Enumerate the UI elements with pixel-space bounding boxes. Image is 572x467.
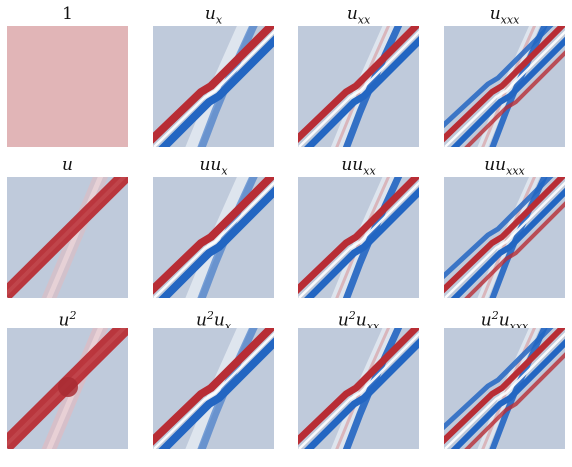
- term-panel-p20: u2: [7, 306, 128, 451]
- term-title: uuxxx: [484, 155, 525, 178]
- fast-wave-positive: [444, 328, 565, 445]
- field-image: [153, 328, 274, 449]
- fast-wave-positive: [298, 177, 419, 295]
- term-field-plot: [153, 177, 274, 298]
- fast-wave-positive: [153, 177, 274, 295]
- fast-wave-zero-line: [298, 181, 419, 298]
- fast-wave-negative: [304, 36, 419, 147]
- field-image: [298, 328, 419, 449]
- fast-wave-zero-line: [444, 30, 565, 147]
- term-panel-p22: u2uxx: [298, 306, 419, 451]
- term-field-plot: [153, 26, 274, 147]
- fast-wave-positive: [298, 26, 419, 144]
- fast-wave-positive: [298, 328, 419, 446]
- field-image: [153, 177, 274, 298]
- term-field-plot: [298, 328, 419, 449]
- fast-wave-zero-line: [153, 181, 274, 298]
- fast-wave-negative: [158, 186, 274, 298]
- field-image: [444, 26, 565, 147]
- fast-wave-negative: [304, 187, 419, 298]
- fast-wave-negative: [158, 337, 274, 449]
- term-title: u: [62, 155, 73, 175]
- term-title: u2ux: [195, 309, 232, 334]
- term-field-plot: [7, 26, 128, 147]
- fast-wave-positive: [444, 177, 565, 294]
- term-panel-p02: uxx: [298, 4, 419, 149]
- fast-wave-lobe-upper: [444, 26, 554, 129]
- term-field-plot: [298, 26, 419, 147]
- fast-wave-lobe-lower: [464, 50, 565, 147]
- term-panel-p12: uuxx: [298, 155, 419, 300]
- fast-wave-zero-line: [153, 332, 274, 449]
- interaction-blob: [58, 377, 78, 397]
- fast-wave-positive: [153, 328, 274, 446]
- fast-wave-zero-line: [444, 181, 565, 298]
- term-title: uxxx: [489, 4, 520, 27]
- field-image: [7, 328, 128, 449]
- fast-wave-lobe-upper: [444, 177, 554, 280]
- fast-wave-core: [7, 177, 127, 296]
- term-field-plot: [444, 328, 565, 449]
- fast-wave-zero-line: [298, 332, 419, 449]
- term-field-plot: [444, 26, 565, 147]
- field-image: [444, 177, 565, 298]
- fast-wave-zero-line: [444, 332, 565, 449]
- term-panel-p13: uuxxx: [444, 155, 565, 300]
- fast-wave-negative: [158, 35, 274, 147]
- term-title: ux: [204, 4, 223, 27]
- fast-wave-zero-line: [153, 30, 274, 147]
- term-title: uxx: [346, 4, 371, 27]
- field-image: [7, 26, 128, 147]
- term-title: u2: [58, 309, 77, 331]
- fast-wave-negative: [450, 338, 565, 449]
- slow-wave-core: [46, 177, 104, 298]
- term-panel-p01: ux: [153, 4, 274, 149]
- field-background: [7, 26, 128, 147]
- field-image: [298, 26, 419, 147]
- term-panel-p00: 1: [7, 4, 128, 149]
- term-field-plot: [7, 328, 128, 449]
- fast-wave-zero-line: [298, 30, 419, 147]
- field-image: [298, 177, 419, 298]
- fast-wave-negative: [450, 187, 565, 298]
- term-panel-p10: u: [7, 155, 128, 300]
- term-field-plot: [444, 177, 565, 298]
- fast-wave-positive: [444, 26, 565, 143]
- term-field-plot: [298, 177, 419, 298]
- fast-wave-negative: [450, 36, 565, 147]
- field-image: [444, 328, 565, 449]
- fast-wave-lobe-lower: [464, 201, 565, 298]
- term-panel-p11: uux: [153, 155, 274, 300]
- term-panel-p21: u2ux: [153, 306, 274, 451]
- field-image: [153, 26, 274, 147]
- term-title: uuxx: [341, 155, 376, 178]
- field-image: [7, 177, 128, 298]
- fast-wave-lobe-lower: [464, 352, 565, 449]
- term-field-plot: [153, 328, 274, 449]
- fast-wave-negative: [304, 338, 419, 449]
- fast-wave-positive: [153, 26, 274, 144]
- term-title: 1: [62, 4, 73, 24]
- term-panel-p03: uxxx: [444, 4, 565, 149]
- term-field-plot: [7, 177, 128, 298]
- term-panel-p23: u2uxxx: [444, 306, 565, 451]
- fast-wave-lobe-upper: [444, 328, 554, 431]
- term-title: uux: [199, 155, 228, 178]
